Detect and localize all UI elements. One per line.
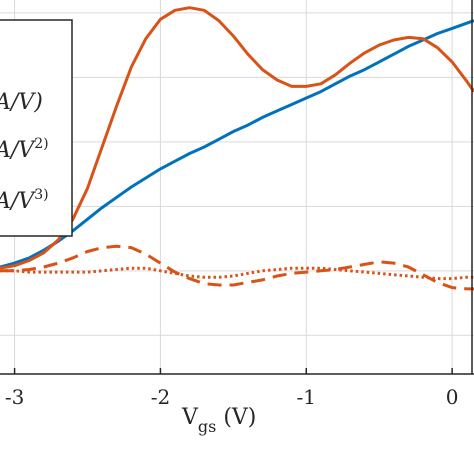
legend: A/V) A/V2) A/V3): [0, 19, 73, 237]
series-blue-solid: [0, 19, 474, 269]
x-ticks: -3 -2 -1 0: [5, 368, 459, 409]
x-axis-title: Vgs (V): [181, 405, 256, 436]
x-tick-label: -2: [151, 385, 170, 409]
series-orange-dotted: [0, 266, 474, 281]
legend-entry-3: A/V3): [0, 187, 49, 214]
axes: [0, 0, 474, 375]
series-orange-dashed: [0, 244, 474, 291]
legend-box: [0, 19, 73, 237]
x-tick-label: 0: [446, 385, 459, 409]
series-orange-solid: [0, 6, 474, 270]
legend-entry-2: A/V2): [0, 136, 49, 163]
series-lines: [0, 6, 474, 291]
x-tick-label: -1: [297, 385, 316, 409]
legend-entry-1: A/V): [0, 90, 43, 115]
x-tick-label: -3: [5, 385, 24, 409]
